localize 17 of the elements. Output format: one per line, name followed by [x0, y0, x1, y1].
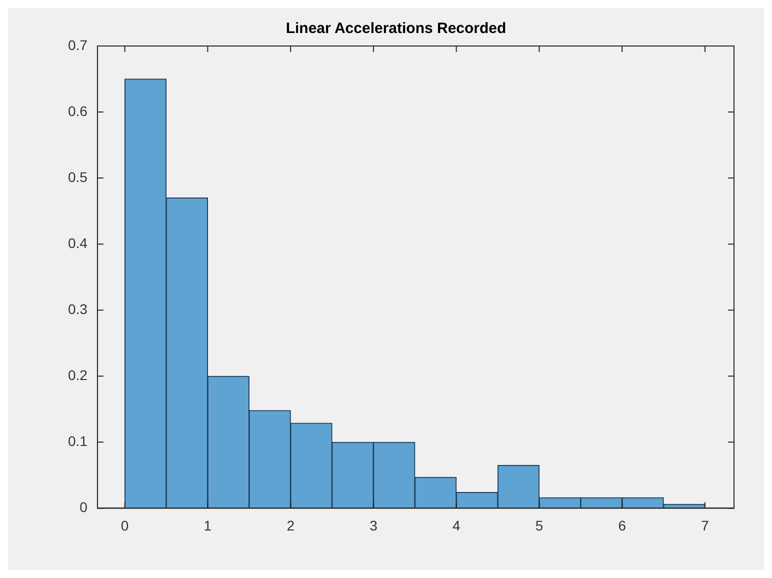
y-tick-label: 0.7 [68, 36, 88, 53]
x-tick-label: 4 [452, 517, 460, 534]
x-tick-label: 2 [286, 517, 295, 534]
y-tick-label: 0.5 [68, 168, 88, 185]
x-tick-label: 5 [535, 517, 544, 534]
x-tick-label: 6 [618, 517, 626, 534]
y-tick-label: 0.1 [68, 433, 88, 450]
y-tick-label: 0 [80, 499, 88, 516]
chart-title: Linear Accelerations Recorded [286, 20, 506, 38]
x-tick-label: 3 [370, 517, 378, 534]
y-tick-label: 0.6 [68, 102, 88, 119]
y-tick-label: 0.2 [68, 367, 88, 383]
x-tick-label: 1 [204, 517, 212, 534]
y-tick-label: 0.4 [68, 234, 88, 251]
x-tick-label: 7 [701, 517, 710, 534]
y-tick-label: 0.3 [68, 300, 88, 317]
x-tick-label: 0 [120, 517, 129, 534]
